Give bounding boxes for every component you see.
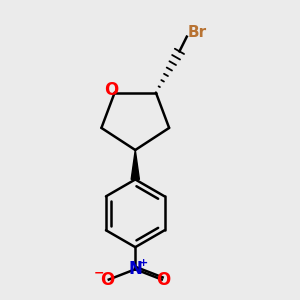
Text: O: O bbox=[100, 271, 114, 289]
Text: −: − bbox=[94, 267, 105, 280]
Text: O: O bbox=[104, 81, 118, 99]
Text: N: N bbox=[128, 260, 142, 278]
Text: +: + bbox=[139, 258, 148, 268]
Text: Br: Br bbox=[188, 25, 207, 40]
Text: O: O bbox=[156, 271, 170, 289]
Polygon shape bbox=[131, 150, 140, 179]
